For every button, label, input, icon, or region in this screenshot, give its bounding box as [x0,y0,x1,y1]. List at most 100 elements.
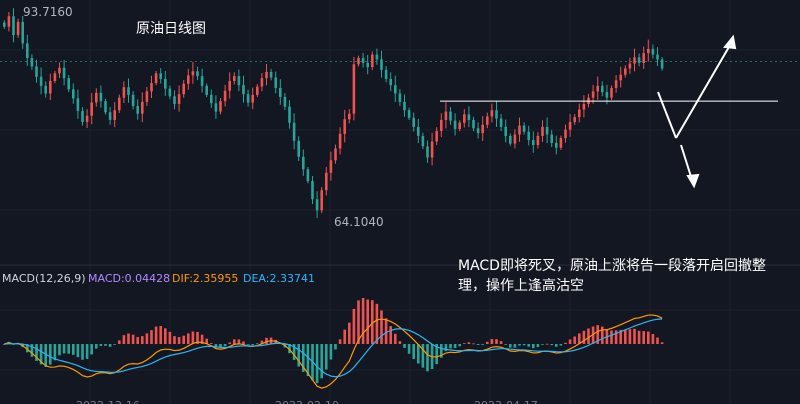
candle-body [26,43,29,59]
macd-bar [81,344,84,360]
candle [53,70,57,84]
macd-bar [35,344,38,361]
candle-body [555,142,558,148]
macd-bar [619,329,622,344]
candle [407,107,411,121]
candle-body [430,141,434,158]
candle-body [228,80,231,91]
macd-bar [315,344,319,384]
candle [637,53,641,67]
macd-bar [421,344,425,368]
candle-body [527,131,530,141]
candle [467,106,471,128]
candle-body [251,94,254,103]
candle [587,93,590,108]
candle-body [421,135,425,147]
forecast-arrows [657,34,737,189]
candle-body [306,169,310,182]
x-axis-ticks: 2022-12-16 2023-02-10 2023-04-17 [76,399,538,404]
candle [555,135,558,155]
candle-body [371,54,374,68]
candle [292,113,296,150]
macd-bar [564,342,567,344]
candle [288,100,291,129]
macd-bar [67,344,70,354]
candle [509,133,512,146]
macd-bar [320,344,323,379]
macd-bar [200,334,204,344]
candle-body [513,134,517,144]
annotation-line-1: MACD即将死叉，原油上涨将告一段落开启回撤整 [458,258,766,274]
candle [251,87,254,110]
macd-bar [380,310,383,344]
candle-body [605,92,609,98]
macd-bar [95,344,98,349]
candle [113,102,116,128]
candle [256,84,259,98]
candle [481,116,484,141]
candle-body [536,135,540,145]
candle-body [302,156,305,170]
candle [380,50,383,78]
candle-body [398,93,402,102]
macd-bar [242,341,245,344]
candle [297,136,300,161]
macd-bar [76,344,80,358]
macd-bar [614,330,618,344]
candle-body [550,134,553,143]
candle-body [375,54,379,60]
candle [145,86,149,106]
candle-body [559,138,563,148]
candle-body [269,71,273,78]
candle-body [499,118,503,127]
macd-bar [131,334,135,344]
macd-bar [504,344,507,345]
candle [173,90,176,110]
macd-bar [458,344,461,347]
candle-body [380,59,383,70]
candle-body [504,126,507,136]
candle [426,140,429,163]
candle-body [628,63,632,69]
macd-bar [527,344,530,347]
candle-body [642,53,645,63]
candle-body [265,71,268,79]
candle [311,175,314,204]
macd-bar [168,331,172,344]
candle-body [196,71,199,77]
candle [191,61,195,84]
macd-bar [573,336,576,344]
macd-bar [297,344,300,367]
macd-bar [518,344,521,346]
candle [343,109,346,143]
candle-body [637,57,641,63]
macd-bar [237,339,241,344]
candle-body [173,96,176,104]
macd-bar [417,344,420,364]
candle-body [458,122,461,129]
macd-bar [582,330,586,344]
candle-body [541,126,544,136]
candle-body [338,133,342,149]
macd-bar [108,344,112,347]
candle [389,72,392,92]
candle [334,144,337,164]
candle [150,75,153,98]
macd-bar [472,343,475,345]
candle [624,65,627,78]
candle [283,93,287,111]
macd-bar [426,344,429,372]
macd-bar [164,328,167,344]
candle [449,107,452,125]
candle-body [334,148,337,161]
candle-body [164,78,167,89]
candle-body [633,57,636,64]
macd-bar [182,335,185,344]
candle-body [647,48,650,54]
candle-body [16,21,20,36]
macd-bar [49,344,52,365]
candle-body [214,103,218,112]
dea-line [4,318,663,378]
candle [642,46,645,69]
candle-body [62,67,66,79]
